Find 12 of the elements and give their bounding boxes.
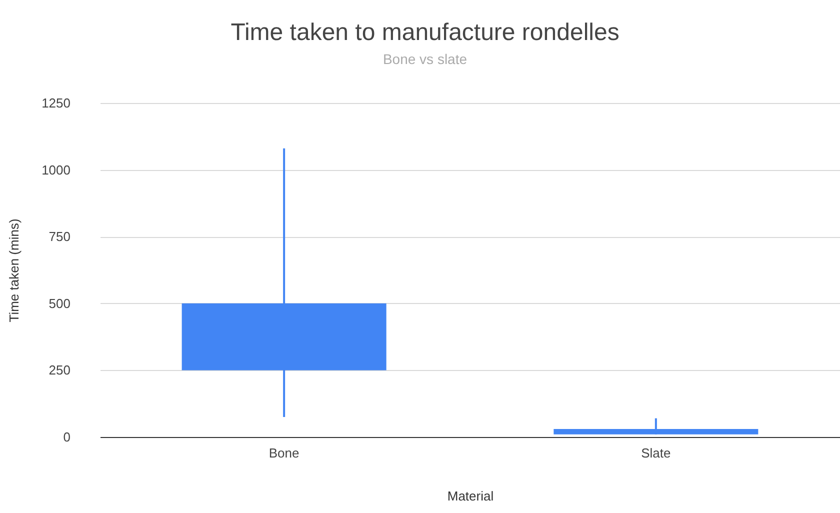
y-axis-title: Time taken (mins): [6, 218, 22, 322]
y-tick-label: 250: [48, 362, 70, 378]
x-axis-title: Material: [447, 488, 494, 504]
y-tick-label: 750: [48, 229, 70, 244]
y-tick-label: 0: [63, 430, 70, 444]
y-tick-label: 500: [48, 296, 70, 311]
chart-subtitle: Bone vs slate: [382, 51, 468, 67]
y-tick-label: 1250: [42, 96, 70, 110]
y-tick-label: 1000: [42, 162, 70, 178]
chart-title: Time taken to manufacture rondelles: [230, 19, 620, 46]
x-tick-label: Bone: [268, 446, 300, 460]
x-tick-label: Slate: [641, 446, 671, 460]
